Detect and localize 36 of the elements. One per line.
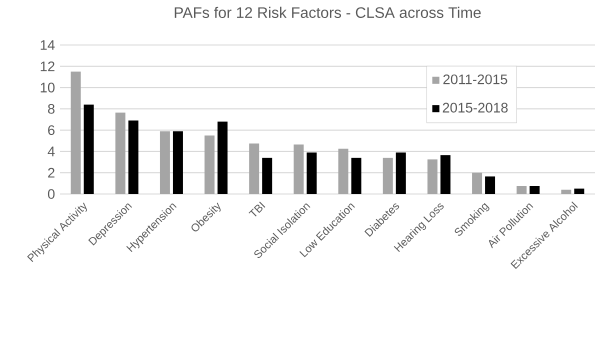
y-tick-label: 8 (48, 104, 55, 114)
bar (396, 152, 406, 194)
legend-label: 2015-2018 (442, 102, 508, 113)
y-tick-label: 14 (40, 40, 55, 50)
chart-title: PAFs for 12 Risk Factors - CLSA across Time (174, 6, 481, 18)
bar (338, 148, 348, 194)
y-tick-label: 2 (48, 168, 54, 178)
bar (485, 176, 496, 194)
bar (160, 131, 170, 194)
legend-label: 2011-2015 (443, 74, 508, 84)
bar (70, 72, 81, 194)
y-tick-label: 10 (40, 82, 55, 92)
bar (516, 186, 527, 194)
bar (427, 159, 438, 194)
bar (351, 158, 362, 194)
bar (249, 143, 260, 194)
bar (262, 158, 272, 194)
bar (115, 112, 126, 194)
bar (382, 158, 393, 194)
x-tick-label: TBI (248, 202, 266, 216)
bar (172, 131, 183, 194)
bar (561, 190, 572, 194)
y-tick-label: 0 (48, 189, 55, 199)
bar (530, 186, 540, 194)
y-tick-label: 4 (48, 146, 55, 156)
y-tick-label: 6 (48, 125, 55, 136)
bar (306, 152, 317, 194)
bar (472, 172, 482, 194)
bar (218, 122, 228, 194)
y-tick-label: 12 (40, 61, 54, 72)
bar (204, 135, 215, 194)
bar (294, 144, 304, 194)
bar (440, 155, 450, 194)
bar (574, 188, 584, 194)
bar (128, 120, 138, 194)
bar (84, 104, 94, 194)
